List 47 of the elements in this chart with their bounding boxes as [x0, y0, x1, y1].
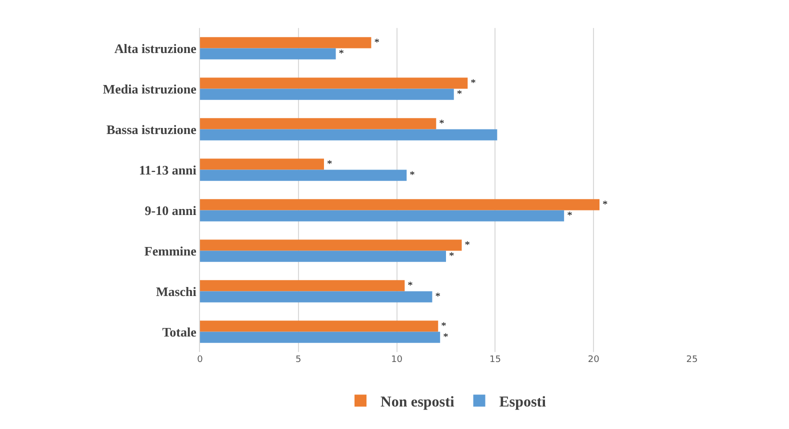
bar: [200, 88, 454, 100]
data-label: *: [435, 291, 440, 302]
bar: [200, 199, 600, 210]
x-tick-label: 25: [686, 355, 698, 365]
data-label: *: [338, 48, 344, 60]
data-label: *: [439, 118, 444, 130]
data-label: *: [326, 158, 332, 170]
data-label: *: [410, 170, 415, 181]
data-label: *: [441, 320, 446, 332]
y-tick-label: 9-10 anni: [144, 202, 197, 218]
y-tick-label: Maschi: [156, 284, 197, 299]
data-label: *: [449, 250, 454, 262]
data-label: *: [443, 332, 448, 343]
bar: [200, 320, 438, 332]
x-tick-label: 10: [391, 355, 403, 365]
bar: [200, 280, 405, 292]
legend-label: Esposti: [499, 394, 546, 410]
y-tick-label: Totale: [162, 324, 197, 340]
y-tick-label: Femmine: [144, 243, 197, 258]
x-tick-label: 15: [489, 355, 501, 365]
data-label: *: [408, 280, 413, 292]
data-label: *: [602, 199, 608, 210]
x-tick-label: 20: [588, 355, 600, 365]
data-label: *: [470, 78, 476, 89]
y-tick-label: 11-13 anni: [138, 162, 197, 178]
bar: [200, 210, 564, 222]
bar: [200, 78, 468, 89]
bar: [200, 129, 498, 140]
bar: [200, 37, 372, 48]
legend-label: Non esposti: [380, 394, 454, 410]
bar: [200, 250, 446, 262]
bar: [200, 240, 462, 251]
bar: [200, 48, 336, 60]
data-label: *: [567, 210, 572, 222]
bar: [200, 158, 324, 170]
y-tick-label: Bassa istruzione: [106, 122, 197, 137]
y-tick-label: Media istruzione: [102, 81, 197, 96]
bar: [200, 332, 440, 343]
y-tick-label: Alta istruzione: [114, 40, 197, 56]
x-tick-label: 0: [197, 355, 204, 365]
bar: [200, 291, 432, 302]
x-tick-label: 5: [296, 355, 302, 365]
bar: [200, 118, 436, 130]
data-label: *: [456, 88, 462, 100]
data-label: *: [464, 240, 470, 251]
data-label: *: [374, 37, 380, 48]
bar: [200, 170, 407, 181]
